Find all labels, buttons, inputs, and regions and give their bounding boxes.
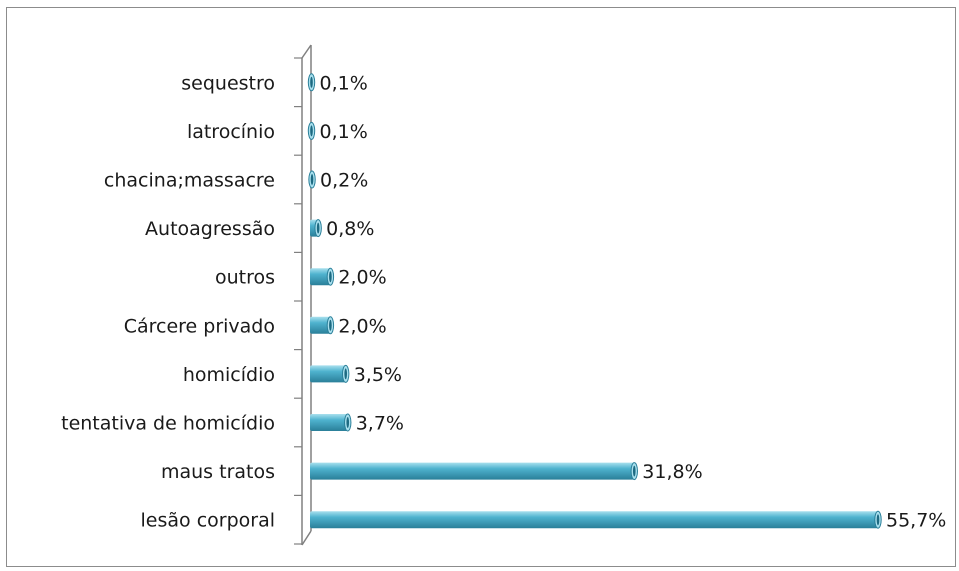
data-label: 3,5% — [354, 364, 402, 386]
bar-cap-inner — [316, 222, 320, 234]
bar-cap-inner — [632, 465, 636, 477]
bar-cap-inner — [876, 514, 880, 526]
data-label: 2,0% — [338, 315, 386, 337]
bar — [307, 121, 316, 140]
bar-body — [310, 268, 331, 286]
category-label: maus tratos — [161, 461, 275, 483]
bar-cap-inner — [310, 174, 314, 185]
bar-body — [310, 365, 346, 383]
data-label: 55,7% — [886, 510, 946, 532]
bar — [308, 170, 316, 189]
bar — [310, 364, 350, 383]
data-label: 0,8% — [326, 218, 374, 240]
y-axis — [294, 44, 312, 546]
category-label: tentativa de homicídio — [61, 413, 275, 435]
category-label: chacina;massacre — [104, 170, 275, 192]
bar-body — [310, 511, 878, 529]
data-label: 0,1% — [320, 121, 368, 143]
bar — [310, 510, 882, 529]
data-label: 31,8% — [642, 461, 702, 483]
bar-cap-inner — [329, 271, 332, 283]
category-label: Cárcere privado — [124, 315, 275, 337]
bar-cap-inner — [344, 368, 347, 380]
bar — [310, 462, 638, 481]
category-label: homicídio — [183, 364, 275, 386]
bar-body — [310, 414, 348, 431]
data-label: 3,7% — [356, 413, 404, 435]
category-label: latrocínio — [187, 121, 275, 143]
bar — [310, 316, 335, 335]
bar — [310, 267, 335, 286]
axis-top-edge — [301, 44, 312, 59]
category-label: lesão corporal — [141, 510, 275, 532]
bar — [310, 219, 322, 238]
category-labels: sequestro latrocínio chacina;massacre Autoa… — [61, 72, 275, 531]
data-labels: 0,1% 0,1% 0,2% 0,8% 2,0% 2,0% 3,5% 3,7% 31,8% 55,… — [320, 72, 947, 531]
axis-bottom-edge — [301, 530, 312, 546]
data-label: 0,2% — [320, 170, 368, 192]
bars — [307, 73, 882, 529]
bar-cap-inner — [329, 319, 332, 331]
data-label: 2,0% — [338, 267, 386, 289]
bar-cap-inner — [346, 417, 350, 428]
category-label: Autoagressão — [145, 218, 275, 240]
bar-body — [310, 462, 635, 480]
bar-cap-inner — [310, 76, 313, 88]
category-label: sequestro — [181, 72, 275, 94]
data-label: 0,1% — [320, 72, 368, 94]
bar-body — [310, 316, 331, 334]
bar — [307, 73, 316, 92]
category-label: outros — [215, 267, 275, 289]
bar-cap-inner — [310, 125, 313, 137]
bar — [310, 413, 352, 432]
